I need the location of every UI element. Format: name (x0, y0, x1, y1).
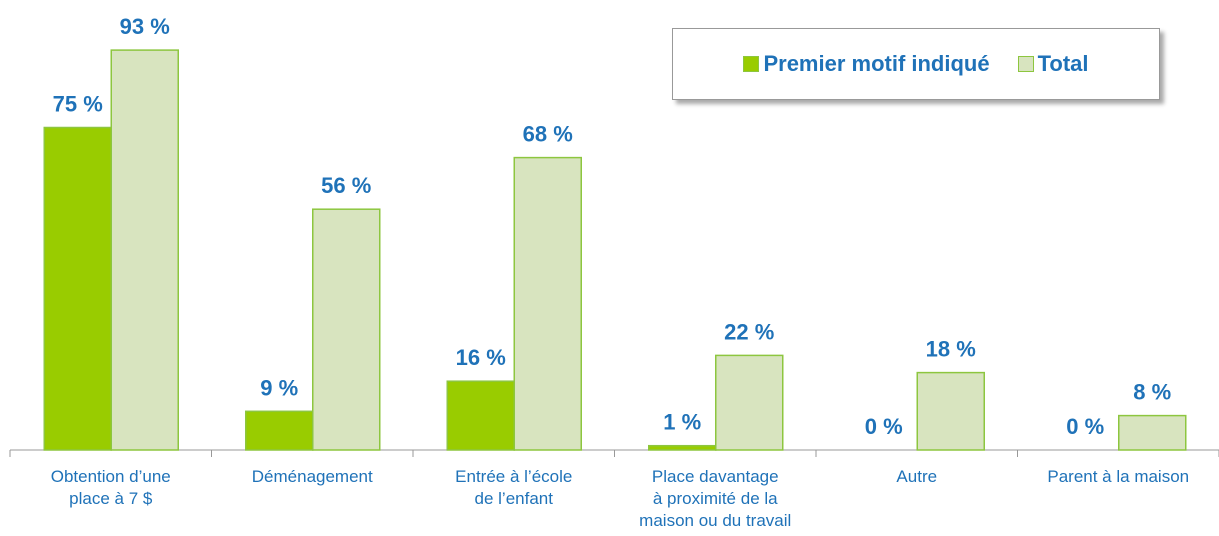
bar (312, 208, 381, 451)
x-tick-label: Obtention d’une place à 7 $ (50, 467, 171, 508)
data-label: 0 % (865, 414, 903, 439)
legend-label: Total (1037, 51, 1089, 76)
x-tick-label: Déménagement (251, 467, 373, 486)
data-label: 68 % (523, 122, 573, 147)
legend-swatch (743, 56, 760, 72)
bar (648, 444, 717, 451)
x-tick-label: Place davantage à proximité de la maison… (639, 467, 792, 530)
bar (513, 156, 582, 451)
legend-swatch (1017, 56, 1034, 72)
bar (245, 410, 314, 451)
data-label: 56 % (321, 173, 371, 198)
bar (1118, 414, 1187, 451)
legend-item: Total (1017, 51, 1089, 77)
bar (446, 380, 515, 451)
bar (715, 354, 784, 451)
data-label: 9 % (260, 375, 298, 400)
legend-item: Premier motif indiqué (743, 51, 990, 77)
data-label: 18 % (926, 337, 976, 362)
data-label: 93 % (120, 14, 170, 39)
x-tick-label: Parent à la maison (1047, 467, 1190, 486)
data-label: 22 % (724, 319, 774, 344)
legend-label: Premier motif indiqué (763, 51, 990, 76)
bar (110, 49, 179, 451)
bar (916, 371, 985, 451)
bar (43, 126, 112, 451)
data-label: 0 % (1066, 414, 1104, 439)
legend: Premier motif indiqué Total (672, 28, 1160, 100)
data-label: 8 % (1133, 380, 1171, 405)
x-tick-label: Autre (896, 467, 938, 486)
data-label: 75 % (53, 92, 103, 117)
data-label: 16 % (456, 345, 506, 370)
x-tick-label: Entrée à l’école de l’enfant (455, 467, 573, 508)
data-label: 1 % (663, 410, 701, 435)
